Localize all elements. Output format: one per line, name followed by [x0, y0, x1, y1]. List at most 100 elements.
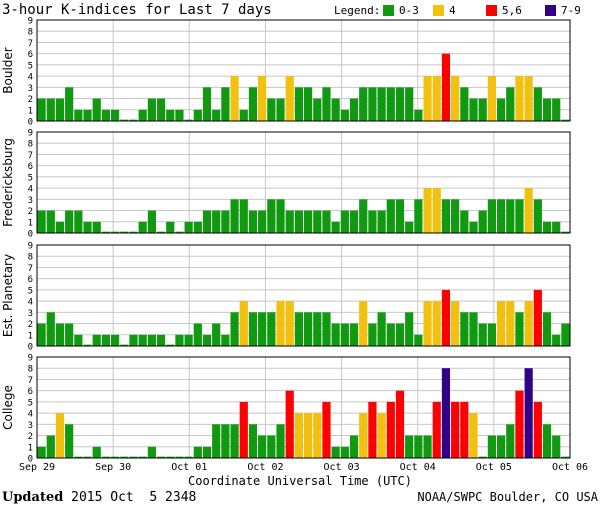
- k-index-bar: [386, 401, 395, 458]
- k-index-bar: [460, 312, 469, 346]
- k-index-bar: [74, 109, 83, 121]
- y-tick-label: 3: [28, 196, 33, 206]
- x-tick-label: Oct 02: [247, 462, 283, 473]
- k-index-bar: [230, 312, 239, 346]
- k-index-bar: [129, 334, 138, 346]
- k-index-bar: [276, 301, 285, 346]
- k-index-bar: [267, 199, 276, 233]
- y-tick-label: 1: [28, 106, 33, 116]
- k-index-bar: [120, 231, 129, 233]
- k-index-bar: [460, 401, 469, 458]
- panel-frame: [36, 19, 571, 122]
- k-index-bar: [469, 413, 478, 458]
- k-index-bar: [561, 323, 570, 346]
- k-index-bar: [175, 334, 184, 346]
- y-tick-label: 3: [28, 309, 33, 319]
- k-index-bar: [313, 210, 322, 233]
- legend-swatch: [545, 5, 556, 16]
- k-index-bar: [515, 199, 524, 233]
- y-tick-label: 2: [28, 432, 33, 442]
- k-index-bar: [55, 98, 65, 121]
- k-index-bar: [175, 231, 184, 233]
- k-index-bar: [221, 424, 230, 458]
- k-index-bar: [368, 401, 377, 458]
- k-index-bar: [267, 435, 276, 458]
- k-index-bar: [258, 312, 267, 346]
- y-tick-label: 1: [28, 218, 33, 228]
- k-index-bar: [377, 87, 386, 121]
- station-label: College: [1, 385, 15, 430]
- k-index-bar: [414, 435, 423, 458]
- k-index-bar: [147, 210, 156, 233]
- k-index-bar: [451, 301, 460, 346]
- k-index-bar: [202, 334, 212, 346]
- k-index-bar: [138, 221, 147, 233]
- k-index-bar: [359, 413, 368, 458]
- k-index-bar: [285, 76, 294, 121]
- k-index-bar: [552, 435, 561, 458]
- k-index-bar: [405, 435, 414, 458]
- k-index-bar: [285, 210, 294, 233]
- x-tick-label: Oct 04: [400, 462, 436, 473]
- k-index-bar: [487, 199, 496, 233]
- k-index-bar: [496, 199, 506, 233]
- k-index-bar: [542, 98, 552, 121]
- legend-swatch: [383, 5, 394, 16]
- y-tick-label: 4: [28, 298, 33, 308]
- k-index-bar: [386, 199, 395, 233]
- k-index-bar: [46, 98, 55, 121]
- k-index-bar: [478, 98, 487, 121]
- y-tick-label: 6: [28, 387, 33, 397]
- x-tick-label: Oct 03: [324, 462, 360, 473]
- k-index-bar: [386, 323, 395, 346]
- k-index-bar: [377, 210, 386, 233]
- k-index-bar: [276, 199, 285, 233]
- k-index-bar: [331, 98, 340, 121]
- legend-entry: 5,6: [502, 4, 522, 17]
- k-index-bar: [478, 210, 487, 233]
- k-index-bar: [423, 435, 432, 458]
- k-index-bar: [175, 456, 184, 458]
- k-index-bar: [120, 119, 129, 121]
- k-index-bar: [111, 231, 120, 233]
- k-index-bar: [65, 87, 74, 121]
- k-index-bar: [166, 456, 175, 458]
- k-index-bar: [487, 323, 496, 346]
- k-index-bar: [441, 199, 451, 233]
- k-index-bar: [184, 119, 193, 121]
- k-index-bar: [74, 334, 83, 346]
- k-index-bar: [533, 87, 542, 121]
- x-tick-label: Sep 29: [19, 462, 55, 473]
- k-index-bar: [478, 456, 487, 458]
- k-index-bar: [405, 312, 414, 346]
- k-index-bar: [552, 221, 561, 233]
- k-index-bar: [184, 334, 193, 346]
- k-index-bar: [239, 401, 248, 458]
- k-index-bar: [239, 199, 248, 233]
- k-index-bar: [322, 87, 331, 121]
- x-tick-label: Oct 06: [552, 462, 588, 473]
- k-index-bar: [193, 323, 202, 346]
- y-tick-label: 8: [28, 28, 33, 38]
- station-label: Boulder: [1, 47, 15, 94]
- k-index-bar: [487, 435, 496, 458]
- k-index-bar: [313, 413, 322, 458]
- y-tick-label: 6: [28, 162, 33, 172]
- k-index-bar: [92, 334, 101, 346]
- y-tick-label: 6: [28, 275, 33, 285]
- y-tick-label: 7: [28, 39, 33, 49]
- k-index-bar: [202, 210, 212, 233]
- k-index-bar: [386, 87, 395, 121]
- y-tick-label: 3: [28, 84, 33, 94]
- k-index-bar: [212, 109, 221, 121]
- y-tick-label: 0: [28, 343, 33, 353]
- station-label: Fredericksburg: [1, 138, 15, 227]
- k-index-bar: [156, 98, 166, 121]
- k-index-bar: [331, 446, 340, 458]
- y-tick-label: 0: [28, 230, 33, 240]
- k-index-bar: [451, 199, 460, 233]
- k-index-bar: [368, 87, 377, 121]
- k-index-bar: [506, 301, 515, 346]
- k-index-bar: [304, 210, 313, 233]
